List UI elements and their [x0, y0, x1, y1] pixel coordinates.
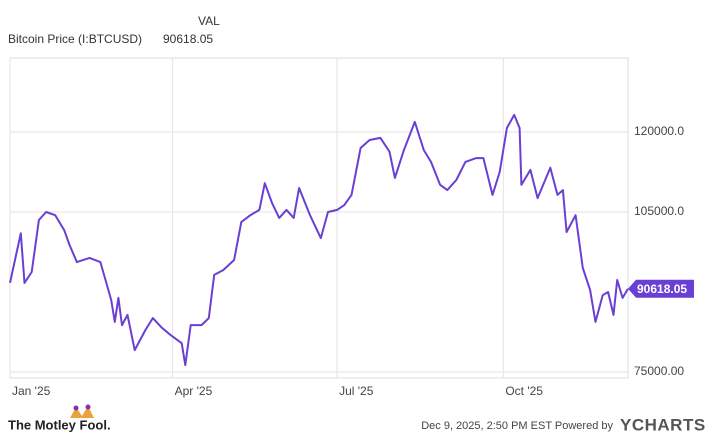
value-header: VAL: [198, 14, 220, 28]
x-tick-label: Oct '25: [505, 384, 543, 398]
series-line: [9, 113, 629, 367]
y-tick-label: 105000.0: [634, 204, 684, 218]
header-value: 90618.05: [163, 32, 213, 46]
legend-entry: Bitcoin Price (I:BTCUSD): [8, 32, 142, 46]
last-value-flag: [628, 279, 694, 298]
publisher: The Motley Fool.: [8, 417, 111, 432]
plot-frame: [9, 57, 629, 379]
y-tick-label: 75000.00: [634, 364, 684, 378]
brand: YCHARTS: [620, 415, 706, 434]
last-value-label: 90618.05: [637, 282, 687, 296]
x-tick-label: Jan '25: [12, 384, 51, 398]
y-tick-label: 120000.0: [634, 124, 684, 138]
x-tick-label: Apr '25: [175, 384, 213, 398]
timestamp: Dec 9, 2025, 2:50 PM EST Powered by: [421, 420, 613, 432]
x-tick-label: Jul '25: [339, 384, 374, 398]
logo-icon: [70, 404, 94, 418]
